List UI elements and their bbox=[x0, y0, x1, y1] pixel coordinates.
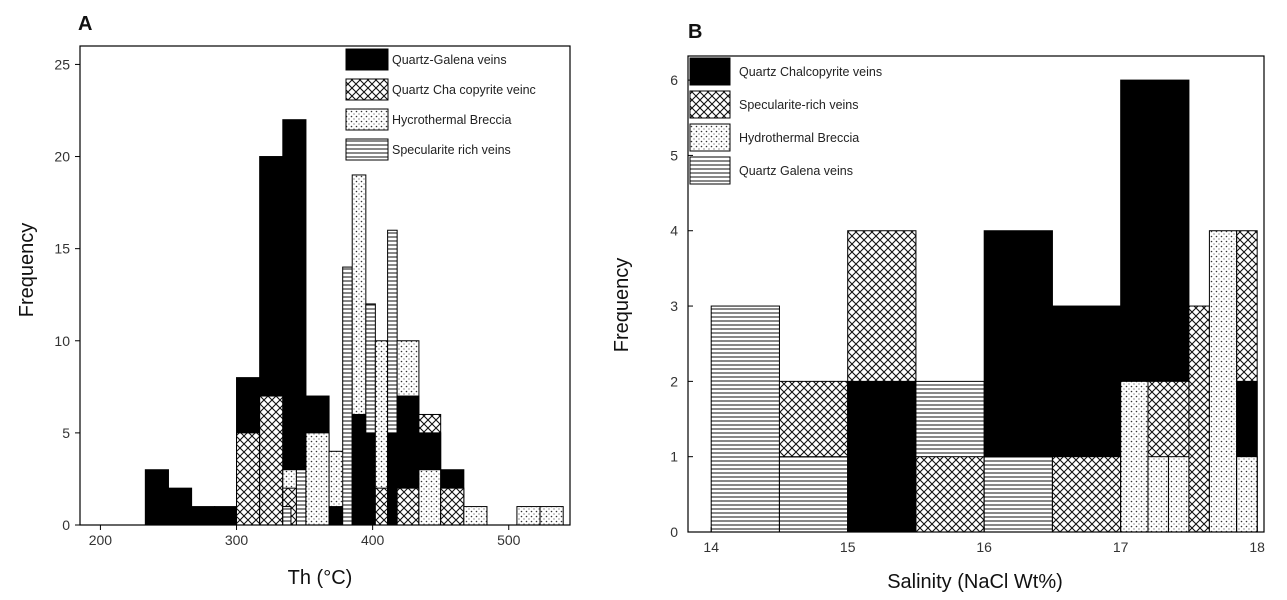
legend-entry-label: Quartz Cha copyrite veinc bbox=[392, 83, 536, 97]
legend-swatch bbox=[689, 156, 731, 185]
histogram-bar bbox=[983, 456, 1053, 533]
x-tick-label: 17 bbox=[1113, 539, 1129, 555]
histogram-bar bbox=[387, 432, 398, 526]
histogram-bar bbox=[1120, 380, 1149, 533]
y-tick-label: 25 bbox=[54, 56, 70, 72]
histogram-bar bbox=[516, 506, 541, 526]
panel-a-bars bbox=[144, 119, 564, 526]
y-tick-label: 0 bbox=[62, 517, 70, 533]
x-tick-label: 300 bbox=[225, 532, 249, 548]
histogram-bar bbox=[1167, 456, 1190, 533]
panel-b-x-axis-label: Salinity (NaCl Wt%) bbox=[887, 571, 1063, 593]
histogram-bar bbox=[191, 506, 216, 526]
histogram-bar bbox=[915, 456, 985, 533]
histogram-bar bbox=[1208, 230, 1238, 533]
panel-b-legend: Quartz Chalcopyrite veins Specularite-ric… bbox=[689, 57, 882, 185]
y-tick-label: 3 bbox=[670, 298, 678, 314]
legend-swatch bbox=[345, 108, 389, 131]
legend-entry-label: Hycrothermal Breccia bbox=[392, 113, 512, 127]
y-tick-label: 2 bbox=[670, 373, 678, 389]
histogram-bar bbox=[342, 266, 353, 526]
x-tick-label: 16 bbox=[976, 539, 992, 555]
legend-entry-label: Quartz Chalcopyrite veins bbox=[739, 65, 882, 79]
panel-b-letter: B bbox=[688, 21, 702, 43]
histogram-bar bbox=[328, 506, 344, 526]
panel-b-plot-frame bbox=[687, 55, 1265, 533]
x-tick-label: 500 bbox=[497, 532, 521, 548]
legend-swatch bbox=[345, 48, 389, 71]
histogram-bar bbox=[418, 469, 442, 526]
panel-a-ticks: 200 300 400 500 0 5 10 15 20 25 bbox=[54, 56, 520, 548]
legend-entry-label: Quartz-Galena veins bbox=[392, 53, 507, 67]
legend-swatch bbox=[689, 57, 731, 86]
histogram-bar bbox=[1147, 456, 1169, 533]
panel-b-ticks: 14 15 16 17 18 0 1 2 3 4 5 6 bbox=[670, 72, 1265, 555]
legend-entry-label: Quartz Galena veins bbox=[739, 164, 853, 178]
histogram-bar bbox=[539, 506, 564, 526]
histogram-bar bbox=[167, 487, 193, 526]
panel-a-y-axis-label: Frequency bbox=[16, 223, 38, 318]
panel-a-x-axis-label: Th (°C) bbox=[288, 567, 353, 589]
histogram-bar bbox=[365, 432, 376, 526]
histogram-bar bbox=[295, 469, 307, 526]
legend-swatch bbox=[689, 123, 731, 152]
panel-a-legend: Quartz-Galena veins Quartz Cha copyrite v… bbox=[345, 48, 536, 161]
histogram-bar bbox=[1188, 305, 1210, 533]
panel-a-letter: A bbox=[78, 13, 92, 35]
histogram-bar bbox=[351, 413, 367, 526]
histogram-bar bbox=[710, 305, 780, 533]
histogram-bar bbox=[396, 487, 420, 526]
legend-swatch bbox=[345, 78, 389, 101]
panel-b-y-axis-label: Frequency bbox=[611, 258, 633, 353]
legend-swatch bbox=[689, 90, 731, 119]
y-tick-label: 1 bbox=[670, 449, 678, 465]
y-tick-label: 4 bbox=[670, 223, 678, 239]
legend-entry-label: Specularite rich veins bbox=[392, 143, 511, 157]
histogram-bar bbox=[305, 432, 330, 526]
panel-b-bars bbox=[710, 79, 1258, 533]
histogram-bar bbox=[463, 506, 488, 526]
histogram-bar bbox=[778, 456, 849, 533]
x-tick-label: 18 bbox=[1249, 539, 1265, 555]
legend-entry-label: Specularite-rich veins bbox=[739, 98, 859, 112]
histogram-bar bbox=[374, 487, 389, 526]
histogram-bar bbox=[847, 380, 917, 533]
histogram-bar bbox=[214, 506, 238, 526]
histogram-bar bbox=[259, 395, 284, 526]
x-tick-label: 15 bbox=[840, 539, 856, 555]
histogram-bar bbox=[144, 469, 169, 526]
y-tick-label: 0 bbox=[670, 524, 678, 540]
x-tick-label: 400 bbox=[361, 532, 385, 548]
histogram-bar bbox=[236, 432, 261, 526]
panel-a-plot-frame bbox=[79, 45, 571, 526]
legend-entry-label: Hydrothermal Breccia bbox=[739, 131, 859, 145]
histogram-bar bbox=[1051, 456, 1122, 533]
y-tick-label: 5 bbox=[670, 147, 678, 163]
y-tick-label: 10 bbox=[54, 333, 70, 349]
y-tick-label: 20 bbox=[54, 149, 70, 165]
y-tick-label: 6 bbox=[670, 72, 678, 88]
y-tick-label: 5 bbox=[62, 425, 70, 441]
histogram-bar bbox=[1236, 456, 1258, 533]
y-tick-label: 15 bbox=[54, 241, 70, 257]
histogram-bar bbox=[282, 506, 292, 526]
legend-swatch bbox=[345, 138, 389, 161]
histogram-bar bbox=[282, 119, 307, 526]
panel-a: A 200 300 400 500 0 5 10 15 20 25 Quartz-Galena v… bbox=[16, 13, 571, 589]
x-tick-label: 200 bbox=[89, 532, 113, 548]
panel-b: B 14 15 16 17 18 0 1 2 3 4 5 6 Quartz Chalcopyrite … bbox=[611, 21, 1265, 593]
x-tick-label: 14 bbox=[703, 539, 719, 555]
histogram-bar bbox=[440, 487, 465, 526]
